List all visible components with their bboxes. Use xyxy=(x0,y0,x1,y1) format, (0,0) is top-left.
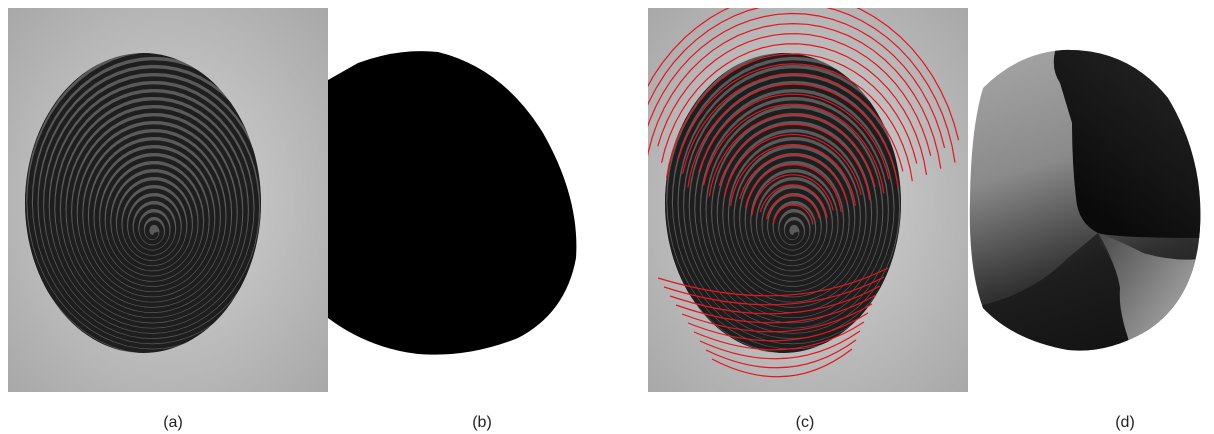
orientation-line xyxy=(739,153,848,203)
segmentation-mask xyxy=(328,8,586,392)
caption-d: (d) xyxy=(1115,414,1135,431)
orientation-line xyxy=(687,312,869,342)
orientation-line xyxy=(698,93,890,180)
orientation-line xyxy=(681,303,873,333)
orientation-line xyxy=(675,294,877,324)
fingerprint-orientation-svg xyxy=(648,8,968,392)
caption-b: (b) xyxy=(472,414,492,431)
orientation-line xyxy=(663,276,885,306)
caption-a: (a) xyxy=(163,414,183,431)
orientation-field-map xyxy=(968,8,1206,392)
fingerprint-ridge xyxy=(665,53,901,353)
orientation-line xyxy=(759,184,828,219)
orientation-line xyxy=(648,8,960,141)
orientation-line xyxy=(648,22,942,169)
field-center-region xyxy=(969,233,1140,351)
orientation-line xyxy=(648,12,946,149)
orientation-line xyxy=(677,63,913,182)
orientation-line xyxy=(669,285,881,315)
orientation-field-svg xyxy=(969,49,1201,351)
segmentation-mask-svg xyxy=(328,51,577,355)
orientation-line xyxy=(693,321,865,351)
fingerprint-orientation-overlay xyxy=(648,8,968,392)
field-lower-right-region xyxy=(1098,233,1201,351)
orientation-line xyxy=(766,194,820,220)
orientation-line xyxy=(682,73,904,175)
caption-c: (c) xyxy=(795,414,815,431)
orientation-line xyxy=(687,83,899,188)
mask-region xyxy=(328,51,577,355)
fingerprint-image-svg xyxy=(8,8,328,392)
orientation-line xyxy=(703,103,885,194)
orientation-line xyxy=(661,43,928,176)
orientation-line xyxy=(730,143,856,206)
orientation-line xyxy=(705,339,857,369)
orientation-line xyxy=(745,164,842,213)
fingerprint-ridge xyxy=(25,53,261,353)
orientation-line xyxy=(708,113,876,197)
orientation-line xyxy=(648,8,956,163)
orientation-line xyxy=(751,174,834,216)
orientation-line xyxy=(699,330,861,360)
orientation-line xyxy=(657,33,932,156)
orientation-line xyxy=(772,204,814,225)
orientation-line xyxy=(657,267,889,297)
orientation-line xyxy=(718,123,871,200)
orientation-line xyxy=(724,133,862,197)
orientation-line xyxy=(711,348,853,378)
orientation-line xyxy=(666,53,918,179)
fingerprint-image xyxy=(8,8,328,392)
